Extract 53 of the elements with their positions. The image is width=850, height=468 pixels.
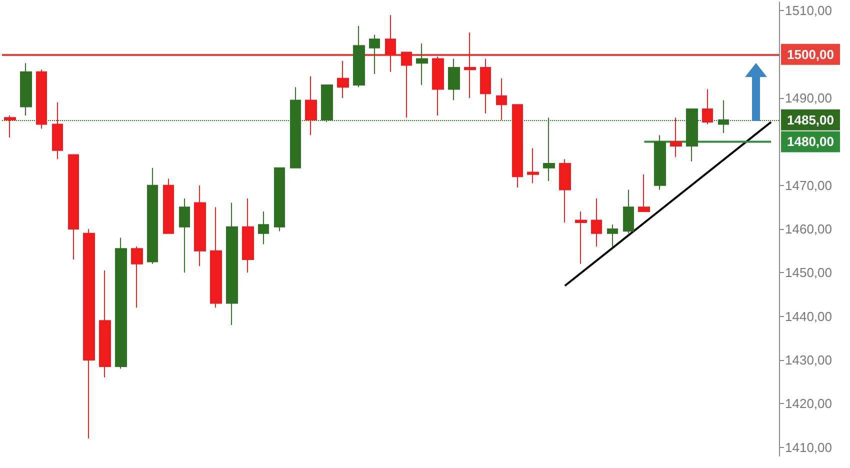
candlestick xyxy=(210,206,222,308)
candlestick xyxy=(4,115,16,138)
candlestick xyxy=(385,14,396,72)
candlestick xyxy=(702,88,713,125)
candlestick xyxy=(99,270,111,378)
candlestick xyxy=(147,167,158,264)
candlestick xyxy=(559,158,571,223)
text: 1480,00 xyxy=(787,134,834,150)
candlestick xyxy=(401,52,412,118)
y-tick-label: 1440,00 xyxy=(785,308,832,324)
candlestick xyxy=(68,154,79,260)
candlestick xyxy=(194,184,206,267)
candlestick xyxy=(591,198,602,247)
candlestick xyxy=(52,102,63,160)
candlestick xyxy=(623,189,634,234)
y-tick-label: 1450,00 xyxy=(785,265,832,280)
candlestick xyxy=(464,32,476,99)
candlestick xyxy=(83,228,95,440)
candlestick xyxy=(654,134,666,190)
candlestick xyxy=(416,42,428,86)
candlestick xyxy=(20,62,32,116)
candlestick xyxy=(607,224,618,247)
candlestick xyxy=(432,56,444,116)
candlestick xyxy=(36,69,47,130)
y-tick-label: 1510,00 xyxy=(785,3,832,18)
y-tick-label: 1460,00 xyxy=(785,222,832,236)
candlestick xyxy=(274,167,285,232)
y-tick-label: 1470,00 xyxy=(785,178,832,193)
candlestick xyxy=(337,60,349,99)
candlestick xyxy=(527,148,539,184)
candlestick xyxy=(163,178,174,234)
candlestick xyxy=(638,174,650,212)
candlestick xyxy=(131,246,143,308)
candlestick xyxy=(353,26,365,88)
candlestick xyxy=(115,237,127,370)
candlestick xyxy=(226,202,238,326)
y-tick-label: 1490,00 xyxy=(785,90,832,106)
candlestick xyxy=(512,104,523,188)
candlestick xyxy=(369,34,380,75)
candlestick xyxy=(242,198,254,274)
y-tick-label: 1430,00 xyxy=(785,352,832,368)
ref-line-label: 1500,00 xyxy=(787,46,834,62)
candlestick xyxy=(480,58,491,114)
candlestick xyxy=(496,78,507,120)
candlestick xyxy=(305,76,317,136)
candlestick xyxy=(258,211,269,245)
y-tick-label: 1410,00 xyxy=(785,440,832,455)
y-tick-label: 1420,00 xyxy=(785,396,832,412)
candlestick xyxy=(575,211,587,264)
ref-line-label: 1485,00 xyxy=(787,112,834,128)
candlestick xyxy=(670,117,682,158)
candlestick xyxy=(179,198,190,274)
candlestick xyxy=(448,58,460,101)
